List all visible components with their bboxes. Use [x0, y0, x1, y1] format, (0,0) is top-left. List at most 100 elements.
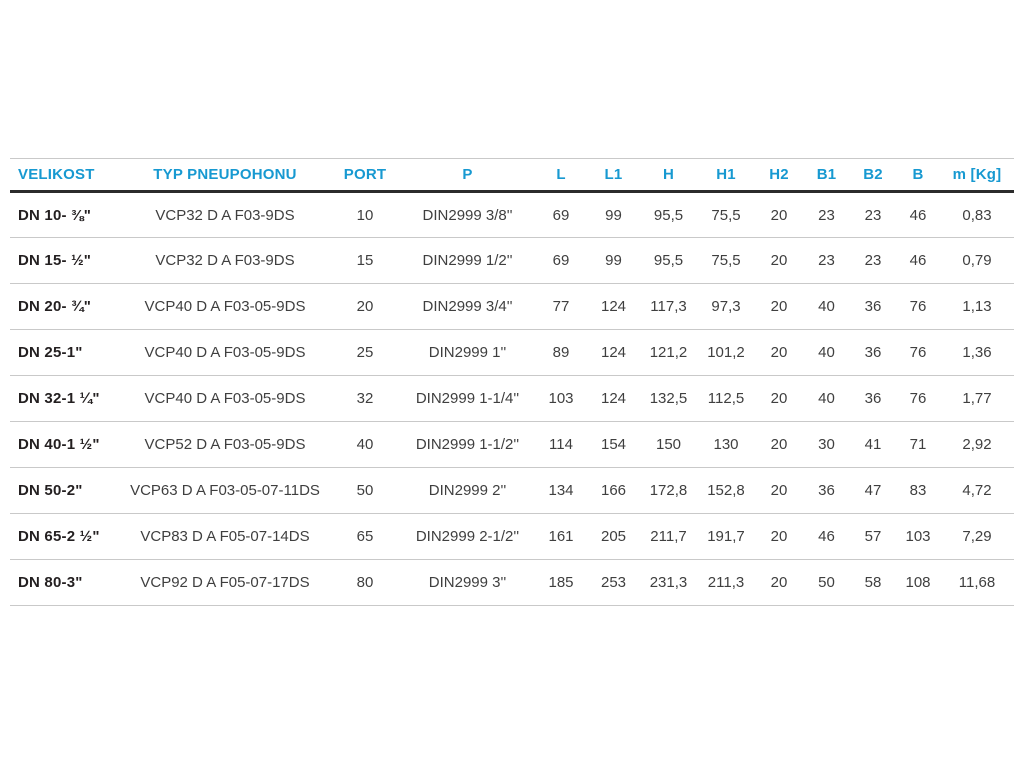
table-cell-l1: 253 — [587, 559, 640, 606]
table-cell-typ-pneupohonu: VCP83 D A F05-07-14DS — [120, 513, 330, 560]
table-row: DN 25-1" VCP40 D A F03-05-9DS 25 DIN2999 1'… — [10, 329, 1014, 376]
table-header: VELIKOST TYP PNEUPOHONU PORT P L L1 H H1 H2 B1 B2 B… — [10, 158, 1014, 193]
table-cell-p: DIN2999 1-1/4'' — [400, 375, 535, 422]
row-size-label: DN 50-2" — [10, 467, 120, 514]
table-cell-m-kg: 4,72 — [940, 467, 1014, 514]
column-header-p: P — [400, 158, 535, 193]
table-cell-h1: 97,3 — [697, 283, 755, 330]
table-cell-p: DIN2999 1-1/2'' — [400, 421, 535, 468]
table-cell-h2: 20 — [755, 191, 803, 238]
table-cell-h: 150 — [640, 421, 697, 468]
table-cell-h1: 211,3 — [697, 559, 755, 606]
table-cell-l1: 99 — [587, 237, 640, 284]
table-cell-b: 83 — [896, 467, 940, 514]
table-cell-b2: 36 — [850, 375, 896, 422]
table-cell-port: 25 — [330, 329, 400, 376]
table-cell-m-kg: 11,68 — [940, 559, 1014, 606]
table-cell-typ-pneupohonu: VCP92 D A F05-07-17DS — [120, 559, 330, 606]
table-cell-l: 89 — [535, 329, 587, 376]
table-cell-h: 172,8 — [640, 467, 697, 514]
table-row: DN 32-1 ¼" VCP40 D A F03-05-9DS 32 DIN2999 … — [10, 375, 1014, 422]
table-cell-p: DIN2999 1'' — [400, 329, 535, 376]
table-cell-port: 40 — [330, 421, 400, 468]
table-cell-b: 76 — [896, 329, 940, 376]
table-cell-h: 132,5 — [640, 375, 697, 422]
table-cell-h: 231,3 — [640, 559, 697, 606]
table-row: DN 65-2 ½" VCP83 D A F05-07-14DS 65 DIN2999… — [10, 513, 1014, 560]
table-cell-b: 103 — [896, 513, 940, 560]
table-cell-b2: 47 — [850, 467, 896, 514]
table-cell-l1: 124 — [587, 329, 640, 376]
table-row: DN 80-3" VCP92 D A F05-07-17DS 80 DIN2999 3… — [10, 559, 1014, 606]
table-cell-h: 95,5 — [640, 237, 697, 284]
table-cell-l1: 154 — [587, 421, 640, 468]
table-row: DN 20- ¾" VCP40 D A F03-05-9DS 20 DIN2999 3… — [10, 283, 1014, 330]
table-cell-l1: 124 — [587, 375, 640, 422]
table-header-row: VELIKOST TYP PNEUPOHONU PORT P L L1 H H1 H2 B1 B2 B… — [10, 158, 1014, 193]
table-cell-m-kg: 1,13 — [940, 283, 1014, 330]
table-cell-l1: 166 — [587, 467, 640, 514]
table-cell-b2: 58 — [850, 559, 896, 606]
row-size-label: DN 15- ½" — [10, 237, 120, 284]
table-cell-h: 117,3 — [640, 283, 697, 330]
valve-actuator-dimensions-table: VELIKOST TYP PNEUPOHONU PORT P L L1 H H1 H2 B1 B2 B… — [10, 158, 1014, 606]
table-cell-p: DIN2999 2'' — [400, 467, 535, 514]
table-cell-port: 32 — [330, 375, 400, 422]
column-header-port: PORT — [330, 158, 400, 193]
table-cell-l: 103 — [535, 375, 587, 422]
table-cell-l: 134 — [535, 467, 587, 514]
table-cell-h2: 20 — [755, 421, 803, 468]
table-cell-typ-pneupohonu: VCP40 D A F03-05-9DS — [120, 283, 330, 330]
table-row: DN 50-2" VCP63 D A F03-05-07-11DS 50 DIN299… — [10, 467, 1014, 514]
column-header-l: L — [535, 158, 587, 193]
table-cell-b1: 23 — [803, 191, 850, 238]
column-header-b: B — [896, 158, 940, 193]
table-row: DN 10- ⅜" VCP32 D A F03-9DS 10 DIN2999 3/8'… — [10, 191, 1014, 238]
table-cell-h1: 152,8 — [697, 467, 755, 514]
column-header-l1: L1 — [587, 158, 640, 193]
table-cell-m-kg: 1,36 — [940, 329, 1014, 376]
table-row: DN 40-1 ½" VCP52 D A F03-05-9DS 40 DIN2999 … — [10, 421, 1014, 468]
table-cell-b2: 23 — [850, 237, 896, 284]
table-cell-m-kg: 1,77 — [940, 375, 1014, 422]
table-cell-b1: 36 — [803, 467, 850, 514]
table-cell-h: 121,2 — [640, 329, 697, 376]
table-cell-b1: 23 — [803, 237, 850, 284]
table-cell-m-kg: 0,83 — [940, 191, 1014, 238]
table-cell-p: DIN2999 3'' — [400, 559, 535, 606]
table-cell-h1: 112,5 — [697, 375, 755, 422]
table-cell-b1: 30 — [803, 421, 850, 468]
table-cell-l: 77 — [535, 283, 587, 330]
column-header-h1: H1 — [697, 158, 755, 193]
table-body: DN 10- ⅜" VCP32 D A F03-9DS 10 DIN2999 3/8'… — [10, 191, 1014, 606]
table-cell-b: 46 — [896, 191, 940, 238]
table-cell-h2: 20 — [755, 237, 803, 284]
table-cell-h2: 20 — [755, 283, 803, 330]
table-cell-h1: 191,7 — [697, 513, 755, 560]
table-cell-l: 114 — [535, 421, 587, 468]
table-cell-b1: 40 — [803, 283, 850, 330]
table-cell-h2: 20 — [755, 513, 803, 560]
row-size-label: DN 80-3" — [10, 559, 120, 606]
table-cell-p: DIN2999 1/2'' — [400, 237, 535, 284]
row-size-label: DN 25-1" — [10, 329, 120, 376]
table-cell-typ-pneupohonu: VCP40 D A F03-05-9DS — [120, 375, 330, 422]
table-cell-typ-pneupohonu: VCP52 D A F03-05-9DS — [120, 421, 330, 468]
column-header-velikost: VELIKOST — [10, 158, 120, 193]
table-cell-b2: 23 — [850, 191, 896, 238]
table-row: DN 15- ½" VCP32 D A F03-9DS 15 DIN2999 1/2'… — [10, 237, 1014, 284]
table-cell-l: 69 — [535, 191, 587, 238]
table-cell-h1: 101,2 — [697, 329, 755, 376]
table-cell-l1: 99 — [587, 191, 640, 238]
table-cell-h1: 75,5 — [697, 191, 755, 238]
table-cell-p: DIN2999 3/4'' — [400, 283, 535, 330]
table-cell-h1: 130 — [697, 421, 755, 468]
column-header-h: H — [640, 158, 697, 193]
table-cell-h: 95,5 — [640, 191, 697, 238]
table-cell-l: 161 — [535, 513, 587, 560]
table-cell-l: 185 — [535, 559, 587, 606]
table-cell-p: DIN2999 3/8'' — [400, 191, 535, 238]
table-cell-b1: 40 — [803, 375, 850, 422]
table-cell-b1: 50 — [803, 559, 850, 606]
